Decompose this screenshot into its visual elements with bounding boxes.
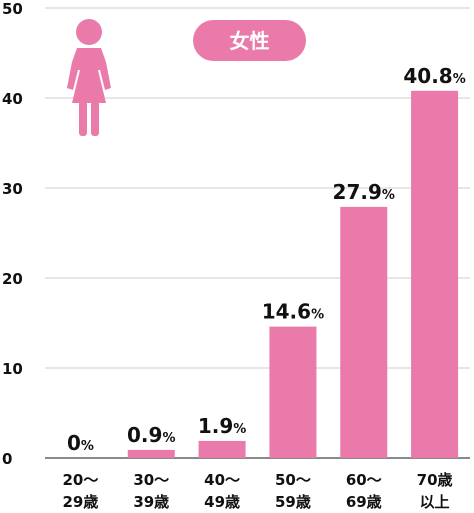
- y-tick-label: 40: [2, 90, 23, 108]
- value-label: 0.9%: [127, 423, 175, 447]
- value-label: 1.9%: [198, 414, 246, 438]
- x-tick-label: 59歳: [275, 493, 311, 511]
- y-axis-ticks: 0 10 20 30 40 50: [2, 0, 23, 468]
- x-tick-label: 50〜: [275, 471, 311, 489]
- x-tick-label: 60〜: [346, 471, 382, 489]
- value-labels: 0% 0.9% 1.9% 14.6% 27.9% 40.8%: [67, 64, 466, 455]
- x-tick-label: 30〜: [133, 471, 169, 489]
- bar: [411, 90, 459, 459]
- x-tick-label: 20〜: [62, 471, 98, 489]
- y-tick-label: 10: [2, 360, 23, 378]
- gender-badge: 女性: [193, 20, 306, 61]
- female-person-icon: [67, 19, 111, 136]
- x-tick-label: 40〜: [204, 471, 240, 489]
- y-tick-label: 50: [2, 0, 23, 18]
- x-tick-label: 29歳: [62, 493, 98, 511]
- bar: [340, 206, 388, 458]
- bar: [127, 449, 175, 458]
- x-tick-label: 69歳: [346, 493, 382, 511]
- x-tick-label: 70歳: [417, 471, 453, 489]
- x-tick-label: 39歳: [133, 493, 169, 511]
- x-tick-label: 以上: [420, 493, 450, 511]
- bar: [269, 326, 317, 458]
- value-label: 14.6%: [262, 300, 324, 324]
- badge-background: [193, 20, 306, 61]
- y-tick-label: 30: [2, 180, 23, 198]
- y-tick-label: 20: [2, 270, 23, 288]
- badge-label: 女性: [230, 29, 270, 53]
- value-label: 40.8%: [403, 64, 465, 88]
- value-label: 27.9%: [333, 180, 395, 204]
- value-label: 0%: [67, 431, 94, 455]
- y-tick-label: 0: [2, 450, 12, 468]
- bars: [127, 90, 459, 459]
- gridlines: [45, 7, 470, 459]
- x-tick-label: 49歳: [204, 493, 240, 511]
- bar: [198, 440, 246, 458]
